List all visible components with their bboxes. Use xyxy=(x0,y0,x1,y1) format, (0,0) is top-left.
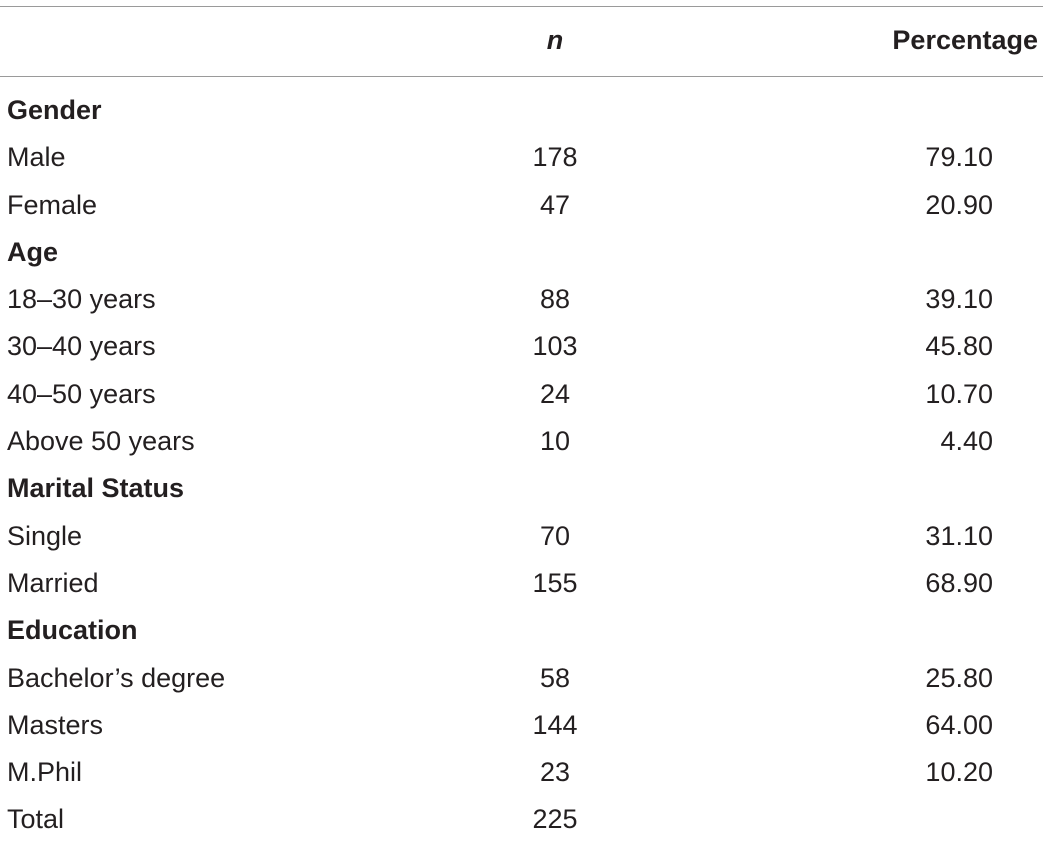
table-row: Bachelor’s degree 58 25.80 xyxy=(0,655,1043,702)
table-row: Male 178 79.10 xyxy=(0,134,1043,181)
row-n: 24 xyxy=(539,378,571,409)
row-n: 23 xyxy=(539,757,571,788)
row-percentage: 64.00 xyxy=(925,709,993,740)
table-row: Married 155 68.90 xyxy=(0,560,1043,607)
row-label: Married xyxy=(7,567,99,598)
table-row: 40–50 years 24 10.70 xyxy=(0,371,1043,418)
section-row: Marital Status xyxy=(0,465,1043,512)
section-label: Age xyxy=(7,236,59,267)
row-percentage: 25.80 xyxy=(925,662,993,693)
row-n: 70 xyxy=(539,520,571,551)
row-label: 40–50 years xyxy=(7,378,156,409)
row-label: Above 50 years xyxy=(7,426,195,457)
table-row: Above 50 years 10 4.40 xyxy=(0,418,1043,465)
row-percentage: 4.40 xyxy=(940,426,993,457)
row-percentage: 39.10 xyxy=(925,284,993,315)
table-row: 30–40 years 103 45.80 xyxy=(0,323,1043,370)
row-n: 144 xyxy=(532,709,578,740)
section-label: Gender xyxy=(7,95,102,125)
row-label: Masters xyxy=(7,709,104,740)
row-n: 88 xyxy=(539,284,571,315)
row-n: 58 xyxy=(539,662,571,693)
row-percentage: 45.80 xyxy=(925,331,993,362)
section-row: Age xyxy=(0,229,1043,276)
row-label: Single xyxy=(7,520,83,551)
row-percentage: 31.10 xyxy=(925,520,993,551)
row-label: 30–40 years xyxy=(7,331,156,362)
section-label: Marital Status xyxy=(7,473,185,504)
column-header-percentage: Percentage xyxy=(892,25,1038,55)
table-body: Gender Male 178 79.10 Female 47 20.90 Ag… xyxy=(0,87,1043,844)
row-percentage: 10.70 xyxy=(925,378,993,409)
row-label: M.Phil xyxy=(7,757,83,788)
table-row: Masters 144 64.00 xyxy=(0,702,1043,749)
row-n: 155 xyxy=(532,567,578,598)
row-label: Total xyxy=(7,804,65,835)
row-n: 178 xyxy=(532,142,578,173)
section-row: Education xyxy=(0,607,1043,654)
row-n: 10 xyxy=(539,426,571,457)
table-row: M.Phil 23 10.20 xyxy=(0,749,1043,796)
row-label: 18–30 years xyxy=(7,284,156,315)
row-n: 225 xyxy=(532,804,578,835)
section-row: Gender xyxy=(0,87,1043,134)
section-label: Education xyxy=(7,615,138,646)
row-label: Male xyxy=(7,142,66,173)
total-row: Total 225 xyxy=(0,796,1043,843)
row-label: Female xyxy=(7,189,98,220)
row-label: Bachelor’s degree xyxy=(7,662,226,693)
row-percentage: 20.90 xyxy=(925,189,993,220)
header-rule xyxy=(0,76,1043,77)
row-n: 103 xyxy=(532,331,578,362)
table-row: 18–30 years 88 39.10 xyxy=(0,276,1043,323)
row-percentage: 10.20 xyxy=(925,757,993,788)
table-row: Single 70 31.10 xyxy=(0,513,1043,560)
column-header-n: n xyxy=(546,25,564,55)
table-row: Female 47 20.90 xyxy=(0,182,1043,229)
table-top-rule xyxy=(0,6,1043,7)
row-n: 47 xyxy=(539,189,571,220)
row-percentage: 68.90 xyxy=(925,567,993,598)
row-percentage: 79.10 xyxy=(925,142,993,173)
